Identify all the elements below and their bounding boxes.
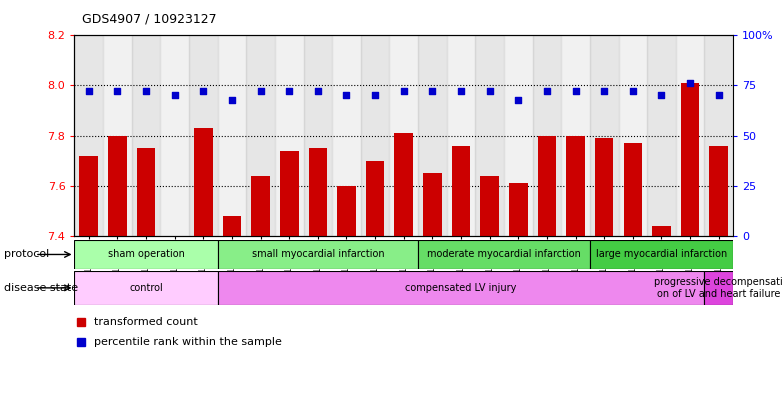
Text: GDS4907 / 10923127: GDS4907 / 10923127 <box>82 13 217 26</box>
Bar <box>303 35 332 236</box>
Bar <box>74 271 218 305</box>
Point <box>569 88 582 95</box>
Bar <box>623 143 642 236</box>
Bar <box>590 35 619 236</box>
Text: moderate myocardial infarction: moderate myocardial infarction <box>427 250 581 259</box>
Bar <box>136 148 155 236</box>
Bar <box>418 35 447 236</box>
Bar <box>161 35 189 236</box>
Bar <box>681 83 699 236</box>
Bar <box>390 35 418 236</box>
Point <box>368 92 381 99</box>
Point <box>226 96 238 103</box>
Text: transformed count: transformed count <box>94 317 198 327</box>
Point <box>169 92 181 99</box>
Bar <box>361 35 390 236</box>
Bar <box>566 136 585 236</box>
Text: control: control <box>129 283 163 293</box>
Point <box>455 88 467 95</box>
Point <box>684 80 696 86</box>
Bar <box>132 35 161 236</box>
Bar <box>189 35 218 236</box>
Bar <box>332 35 361 236</box>
Point <box>512 96 524 103</box>
Bar <box>452 146 470 236</box>
Bar <box>218 271 704 305</box>
Point <box>254 88 267 95</box>
Bar <box>252 176 270 236</box>
Bar <box>74 35 103 236</box>
Bar <box>475 35 504 236</box>
Bar <box>103 35 132 236</box>
Bar <box>676 35 704 236</box>
Bar <box>561 35 590 236</box>
Text: protocol: protocol <box>4 250 49 259</box>
Point <box>82 88 95 95</box>
Text: sham operation: sham operation <box>107 250 184 259</box>
Point <box>397 88 410 95</box>
Point <box>541 88 554 95</box>
Point <box>340 92 353 99</box>
Bar <box>275 35 303 236</box>
Bar <box>652 226 671 236</box>
Point <box>713 92 725 99</box>
Text: disease state: disease state <box>4 283 78 293</box>
Text: compensated LV injury: compensated LV injury <box>405 283 517 293</box>
Bar <box>509 183 528 236</box>
Bar <box>647 35 676 236</box>
Bar <box>595 138 614 236</box>
Text: large myocardial infarction: large myocardial infarction <box>596 250 727 259</box>
Point <box>197 88 209 95</box>
Point <box>140 88 152 95</box>
Bar <box>418 240 590 269</box>
Point <box>484 88 496 95</box>
Point <box>426 88 439 95</box>
Bar <box>280 151 299 236</box>
Bar <box>481 176 499 236</box>
Bar <box>590 240 733 269</box>
Bar <box>394 133 413 236</box>
Bar <box>504 35 532 236</box>
Bar <box>447 35 475 236</box>
Text: percentile rank within the sample: percentile rank within the sample <box>94 338 282 347</box>
Point <box>311 88 324 95</box>
Bar <box>532 35 561 236</box>
Point <box>283 88 296 95</box>
Bar <box>538 136 556 236</box>
Bar <box>704 35 733 236</box>
Bar <box>710 146 728 236</box>
Bar <box>619 35 647 236</box>
Bar <box>309 148 327 236</box>
Bar <box>218 240 418 269</box>
Text: progressive decompensati
on of LV and heart failure: progressive decompensati on of LV and he… <box>655 277 783 299</box>
Point <box>655 92 668 99</box>
Bar <box>337 186 356 236</box>
Bar <box>79 156 98 236</box>
Bar <box>108 136 127 236</box>
Bar <box>423 173 441 236</box>
Bar <box>223 216 241 236</box>
Bar <box>218 35 246 236</box>
Bar <box>194 128 212 236</box>
Bar <box>704 271 733 305</box>
Bar <box>246 35 275 236</box>
Point <box>111 88 124 95</box>
Bar <box>366 161 384 236</box>
Bar <box>74 240 218 269</box>
Point <box>598 88 611 95</box>
Point <box>626 88 639 95</box>
Text: small myocardial infarction: small myocardial infarction <box>252 250 384 259</box>
